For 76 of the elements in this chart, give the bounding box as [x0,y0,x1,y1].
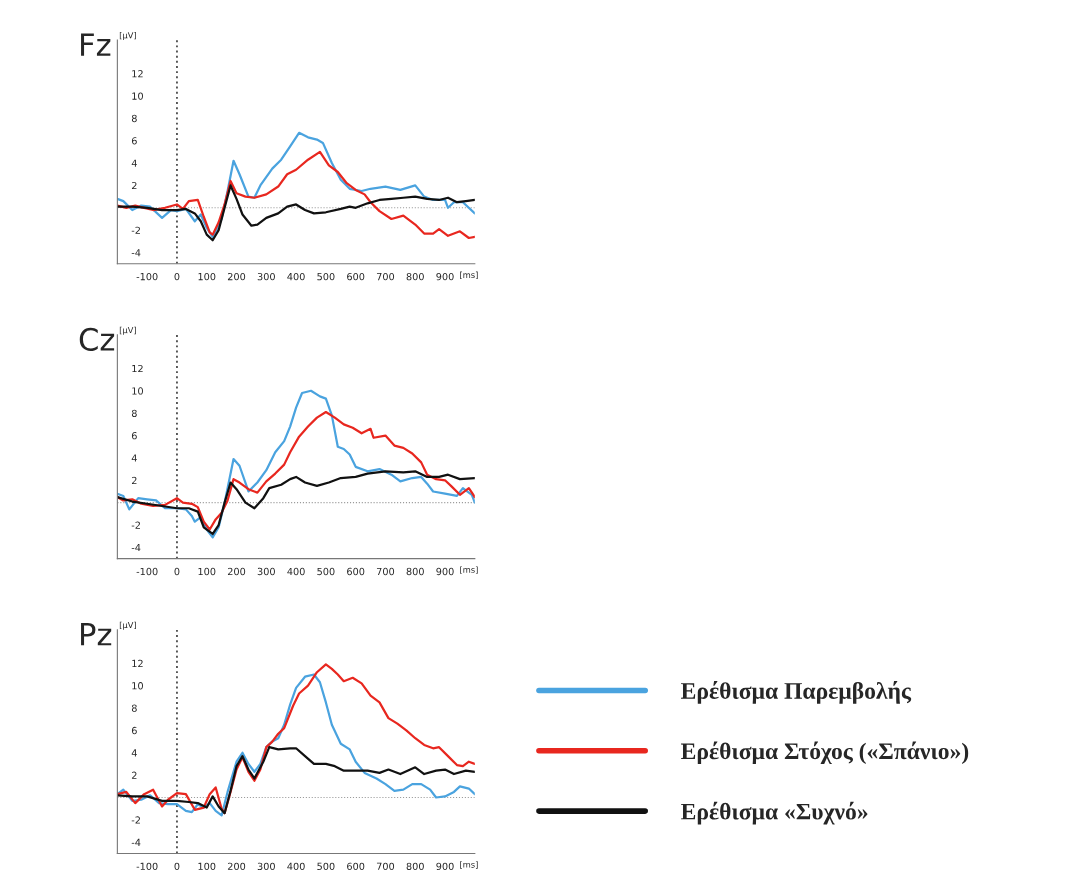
line-series [117,410,475,531]
x-tick-label: 200 [227,567,246,576]
y-tick-label: 10 [132,387,143,395]
x-tick-label: 0 [174,862,180,870]
line-series [117,184,475,242]
x-tick-label: 400 [287,272,305,281]
x-tick-label: -100 [136,567,158,576]
y-tick-label: 6 [131,432,137,440]
line-series [117,150,475,240]
legend-label: Ερέθισμα «Συχνό» [681,801,868,825]
x-axis-title: [ms] [460,861,478,869]
x-tick-label: 100 [198,862,216,870]
legend-label: Ερέθισμα Στόχος («Σπάνιο») [681,741,969,765]
x-tick-label: 400 [287,862,305,870]
x-tick-label: 300 [257,272,275,281]
x-tick-label: 0 [174,567,180,576]
x-tick-label: 800 [406,272,424,281]
x-axis-title: [ms] [460,271,478,279]
y-tick-label: 8 [131,409,137,417]
x-tick-label: 300 [257,862,275,870]
y-axis-title: [µV] [119,621,136,630]
x-tick-label: -100 [136,862,158,870]
chart-title: Cz [79,327,115,351]
legend-label: Ερέθισμα Παρεμβολής [681,681,912,704]
y-axis-title: [µV] [119,326,136,335]
x-tick-label: 200 [227,862,246,870]
y-tick-label: 2 [131,476,137,484]
y-tick-label: 10 [132,92,143,100]
x-tick-label: 0 [174,272,180,281]
y-tick-label: 4 [131,159,137,167]
y-tick-label: 4 [131,749,137,757]
line-series [117,470,475,536]
y-tick-label: 6 [131,137,137,145]
y-axis-title: [µV] [119,31,136,40]
x-axis-title: [ms] [460,566,478,574]
y-tick-label: -2 [131,816,140,824]
x-tick-label: 500 [317,567,335,576]
y-tick-label: 10 [132,682,143,690]
y-tick-label: 2 [131,771,137,779]
x-tick-label: -100 [136,272,158,281]
y-tick-label: 2 [131,181,137,190]
line-series [117,389,475,539]
x-tick-label: 700 [376,567,395,576]
x-tick-label: 600 [347,272,365,281]
x-tick-label: 900 [436,272,454,281]
x-tick-label: 600 [347,567,365,576]
y-tick-label: 12 [132,70,143,78]
chart-title: Fz [81,33,111,56]
x-tick-label: 400 [287,567,305,576]
y-tick-label: 12 [132,659,143,667]
chart-title: Pz [81,623,112,646]
y-tick-label: -4 [131,838,141,846]
line-series [117,746,475,815]
x-tick-label: 800 [406,567,424,576]
y-tick-label: -4 [131,544,141,552]
x-tick-label: 800 [406,862,424,870]
x-tick-label: 700 [376,862,395,870]
y-tick-label: -2 [131,226,140,234]
y-tick-label: -4 [131,249,141,257]
y-tick-label: 8 [131,704,137,712]
x-tick-label: 700 [376,272,395,281]
x-tick-label: 500 [317,862,335,870]
x-tick-label: 300 [257,567,275,576]
line-series [117,131,475,238]
x-tick-label: 100 [198,567,216,576]
y-tick-label: 8 [131,114,137,123]
x-tick-label: 600 [347,862,365,870]
y-tick-label: -2 [131,521,140,529]
y-tick-label: 6 [131,726,137,735]
x-tick-label: 100 [198,272,216,281]
y-tick-label: 12 [132,364,143,373]
x-tick-label: 900 [436,567,454,576]
y-tick-label: 4 [131,454,137,462]
x-tick-label: 500 [317,272,335,281]
x-tick-label: 900 [436,862,454,870]
x-tick-label: 200 [227,272,246,281]
